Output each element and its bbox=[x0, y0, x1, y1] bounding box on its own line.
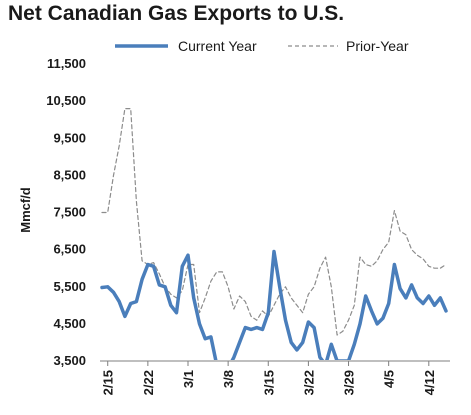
y-tick-label: 11,500 bbox=[47, 56, 86, 71]
x-tick-label: 2/22 bbox=[141, 370, 156, 395]
x-tick-label: 4/5 bbox=[382, 370, 397, 388]
series-line-prior-year bbox=[101, 107, 447, 336]
y-tick-label: 5,500 bbox=[53, 279, 86, 294]
y-tick-label: 8,500 bbox=[53, 167, 86, 182]
x-tick-label: 3/29 bbox=[342, 370, 357, 395]
x-tick-label: 4/12 bbox=[422, 370, 437, 395]
y-tick-label: 7,500 bbox=[53, 205, 86, 220]
series-line-current-year bbox=[100, 249, 448, 360]
y-axis: 3,500 4,500 5,500 6,500 7,500 8,500 9,500 10,50… bbox=[46, 56, 86, 368]
legend: Current Year Prior-Year bbox=[115, 38, 409, 54]
legend-label-prior-year: Prior-Year bbox=[346, 38, 409, 54]
series-group bbox=[100, 107, 448, 360]
legend-label-current-year: Current Year bbox=[178, 38, 257, 54]
y-tick-label: 10,500 bbox=[46, 93, 86, 108]
x-tick-label: 3/15 bbox=[261, 370, 276, 395]
y-axis-label: Mmcf/d bbox=[18, 187, 33, 233]
x-tick-label: 3/1 bbox=[181, 370, 196, 388]
x-tick-label: 3/8 bbox=[221, 370, 236, 388]
y-tick-label: 3,500 bbox=[53, 353, 86, 368]
y-tick-label: 6,500 bbox=[53, 242, 86, 257]
x-tick-label: 2/15 bbox=[101, 370, 116, 395]
y-tick-label: 4,500 bbox=[53, 316, 86, 331]
x-axis: 2/15 2/22 3/1 3/8 3/15 3/22 3/29 4/5 4/12 bbox=[100, 360, 450, 395]
y-tick-label: 9,500 bbox=[53, 130, 86, 145]
x-tick-label: 3/22 bbox=[301, 370, 316, 395]
chart-title: Net Canadian Gas Exports to U.S. bbox=[8, 2, 345, 25]
